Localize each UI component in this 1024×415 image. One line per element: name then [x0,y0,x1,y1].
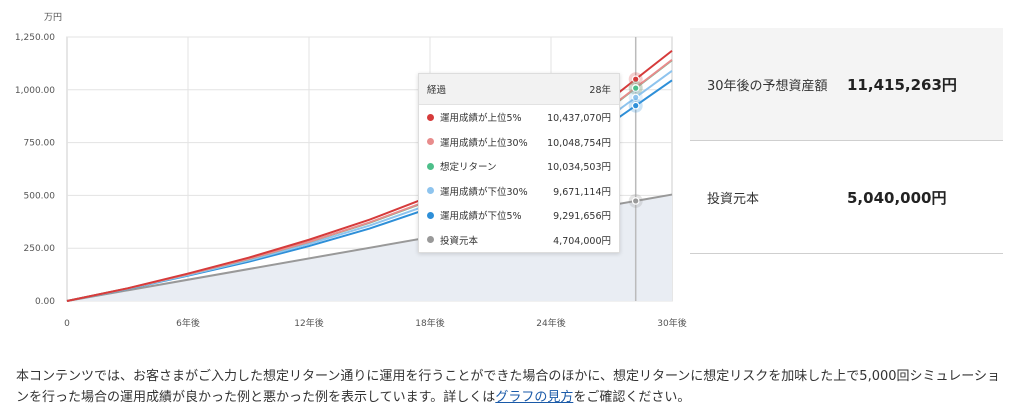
tooltip-series-value: 10,437,070円 [547,113,611,125]
x-tick-label: 30年後 [657,317,686,329]
legend-dot-icon [427,236,434,244]
tooltip-year: 28年 [589,85,611,96]
series-marker [631,75,640,84]
tooltip-row: 運用成績が上位5% 10,437,070円 [419,105,619,130]
chart-tooltip: 経過 28年 運用成績が上位5% 10,437,070円運用成績が上位30% 10,… [418,73,620,253]
note-text-before: 本コンテンツでは、お客さまがご入力した想定リターン通りに運用を行うことができた場… [16,369,1001,405]
legend-dot-icon [427,187,434,195]
tooltip-series-name: 運用成績が上位30% [440,137,528,149]
series-marker [631,93,640,102]
x-tick-label: 0 [64,319,70,329]
x-tick-label: 18年後 [415,317,444,329]
x-tick-label: 24年後 [536,317,565,329]
x-tick-label: 6年後 [176,317,200,329]
tooltip-series-name: 想定リターン [440,162,497,174]
tooltip-row: 投資元本 4,704,000円 [419,228,619,253]
series-marker [631,84,640,92]
projected-asset-value: 11,415,263円 [847,75,957,94]
tooltip-series-value: 9,291,656円 [553,211,611,223]
tooltip-row: 想定リターン 10,034,503円 [419,154,619,179]
tooltip-series-value: 4,704,000円 [553,235,611,247]
tooltip-series-name: 運用成績が上位5% [440,113,522,125]
tooltip-row: 運用成績が下位30% 9,671,114円 [419,179,619,204]
y-tick-label: 250.00 [24,244,56,254]
note-text-after: をご確認ください。 [573,390,691,405]
principal-box: 投資元本 5,040,000円 [690,141,1003,254]
legend-dot-icon [427,138,434,146]
chart-area: 1,250.00 1,000.00 750.00 500.00 250.00 0.00 0 6… [15,12,687,329]
projected-asset-box: 30年後の予想資産額 11,415,263円 [690,28,1003,141]
y-unit-label: 万円 [44,12,62,23]
tooltip-series-value: 10,034,503円 [547,162,611,174]
description-text: 本コンテンツでは、お客さまがご入力した想定リターン通りに運用を行うことができた場… [16,366,1008,408]
tooltip-header: 経過 28年 [419,74,619,105]
principal-value: 5,040,000円 [847,188,947,207]
tooltip-series-name: 運用成績が下位5% [440,211,522,223]
y-tick-label: 1,000.00 [15,86,55,96]
legend-dot-icon [427,113,434,121]
y-tick-label: 1,250.00 [15,33,55,43]
tooltip-title: 経過 [427,85,447,96]
tooltip-series-value: 10,048,754円 [547,137,611,149]
tooltip-row: 運用成績が下位5% 9,291,656円 [419,203,619,228]
y-tick-label: 500.00 [24,191,56,201]
tooltip-series-name: 投資元本 [440,235,479,247]
tooltip-series-value: 9,671,114円 [553,186,611,198]
series-marker [631,101,640,110]
summary-panel: 30年後の予想資産額 11,415,263円 投資元本 5,040,000円 [690,28,1003,254]
legend-dot-icon [427,211,434,219]
series-marker [631,197,640,205]
principal-label: 投資元本 [707,191,760,207]
tooltip-row: 運用成績が上位30% 10,048,754円 [419,130,619,155]
y-tick-label: 0.00 [35,297,55,307]
legend-dot-icon [427,162,434,170]
y-tick-label: 750.00 [24,139,56,149]
graph-guide-link[interactable]: グラフの見方 [495,390,574,405]
tooltip-series-name: 運用成績が下位30% [440,186,528,198]
projected-asset-label: 30年後の予想資産額 [707,78,828,94]
x-tick-label: 12年後 [294,317,323,329]
